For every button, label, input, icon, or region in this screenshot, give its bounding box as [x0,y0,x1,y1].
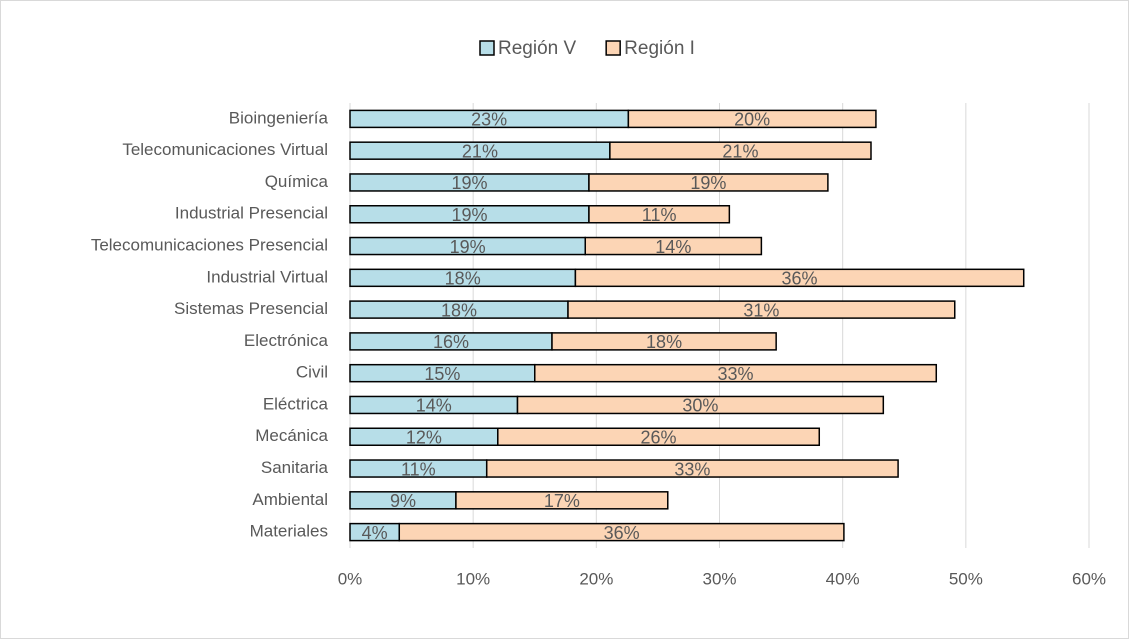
data-label: 21% [462,141,498,161]
y-tick-label: Civil [296,363,328,382]
data-label: 18% [441,300,477,320]
data-label: 14% [655,237,691,257]
bar-segment [609,141,872,160]
bar-segment [398,522,845,542]
y-tick-label: Mecánica [255,426,328,445]
data-label: 36% [604,523,640,543]
legend-label: Región V [498,38,576,59]
bar-segment [567,300,956,319]
data-label: 4% [362,523,388,543]
x-tick-label: 20% [579,569,613,588]
data-label: 33% [674,459,710,479]
data-label: 20% [734,110,770,130]
y-tick-label: Eléctrica [263,394,329,413]
legend-label: Región I [624,38,695,59]
x-tick-label: 60% [1072,569,1106,588]
x-tick-label: 40% [826,569,860,588]
data-label: 18% [445,269,481,289]
bar-segment [516,395,885,415]
data-label: 11% [642,205,677,225]
y-tick-label: Materiales [250,522,328,541]
bar-segment [485,459,899,478]
data-label: 33% [717,364,753,384]
data-label: 15% [424,364,460,384]
bar-segment [588,173,829,192]
data-label: 21% [722,141,758,161]
data-label: 16% [433,332,469,352]
y-tick-label: Industrial Presencial [175,204,328,223]
data-label: 23% [471,110,507,130]
data-label: 19% [451,205,487,225]
legend-swatch [605,40,621,56]
y-tick-label: Sanitaria [261,458,329,477]
data-label: 19% [451,173,487,193]
y-tick-label: Ambiental [252,490,328,509]
bar-segment [455,491,669,510]
y-tick-label: Bioingeniería [229,108,329,127]
data-label: 31% [743,300,779,320]
bar-segment [588,205,731,224]
data-label: 9% [390,491,416,511]
data-label: 36% [782,269,818,289]
y-tick-label: Industrial Virtual [206,267,328,286]
bar-segment [584,236,763,256]
x-tick-label: 10% [456,569,490,588]
y-tick-label: Química [265,172,329,191]
y-tick-label: Telecomunicaciones Presencial [91,236,328,255]
bar-segment [627,109,877,129]
legend-swatch [479,40,495,56]
bar-segment [551,332,777,351]
x-tick-label: 50% [949,569,983,588]
data-label: 17% [544,491,580,511]
x-tick-label: 30% [702,569,736,588]
data-label: 18% [646,332,682,352]
x-tick-label: 0% [338,569,363,588]
data-label: 30% [682,396,718,416]
y-tick-label: Sistemas Presencial [174,299,328,318]
y-tick-label: Telecomunicaciones Virtual [122,140,328,159]
bar-segment [534,363,938,383]
data-label: 19% [450,237,486,257]
bar-segment [497,427,821,446]
data-label: 19% [690,173,726,193]
data-label: 26% [641,428,677,448]
data-label: 12% [406,428,442,448]
y-tick-label: Electrónica [244,331,329,350]
data-label: 11% [401,459,436,479]
data-label: 14% [416,396,452,416]
bar-segment [574,268,1025,288]
